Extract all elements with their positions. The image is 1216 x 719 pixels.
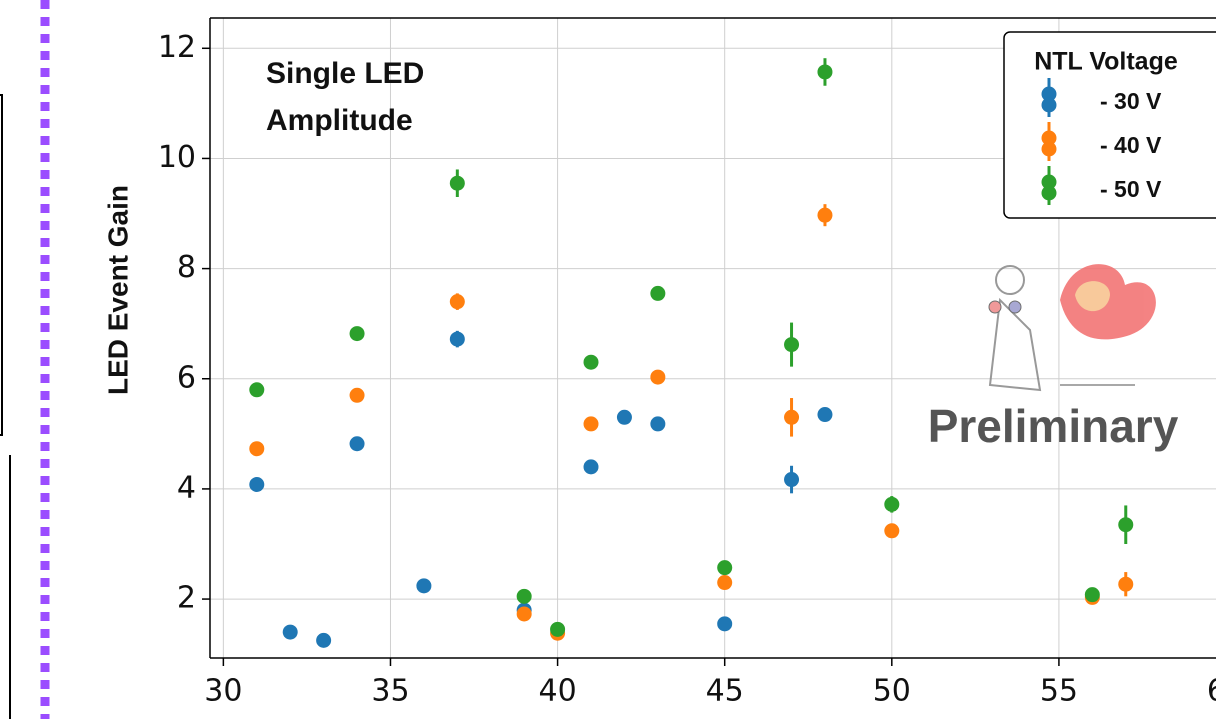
point [449,175,465,191]
point [884,523,900,539]
point [616,409,632,425]
marks [249,58,1134,648]
x-tick-label: 60 [1207,674,1216,709]
x-tick-label: 45 [706,674,744,709]
point [516,606,532,622]
y-tick-label: 2 [177,581,196,616]
point [784,472,800,488]
watermark-text: Preliminary [928,400,1179,452]
x-tick-label: 40 [538,674,576,709]
point [1118,517,1134,533]
x-tick-label: 50 [873,674,911,709]
legend-marker [1041,141,1057,157]
point [349,436,365,452]
point [449,331,465,347]
legend-title: NTL Voltage [1034,48,1178,76]
y-tick-label: 8 [177,250,196,285]
point [550,621,566,637]
legend-marker [1041,86,1057,102]
point [316,632,332,648]
x-tick-label: 30 [204,674,242,709]
point [717,575,733,591]
point [1084,587,1100,603]
side-decoration [0,0,50,719]
point [817,207,833,223]
point [282,624,298,640]
point [449,294,465,310]
point [817,407,833,423]
point [583,416,599,432]
legend-marker [1041,97,1057,113]
point [650,285,666,301]
point [583,459,599,475]
y-tick-label: 6 [177,360,196,395]
legend-label: - 30 V [1100,88,1162,114]
x-tick-label: 35 [371,674,409,709]
point [784,409,800,425]
legend-marker [1041,174,1057,190]
point [1118,576,1134,592]
point [349,326,365,342]
point [249,477,265,493]
y-axis-label: LED Event Gain [102,185,133,395]
point [884,496,900,512]
y-tick-label: 10 [158,140,196,175]
x-tick-label: 55 [1040,674,1078,709]
watermark-logo [988,264,1156,392]
legend-box [1003,31,1216,219]
legend-marker [1041,130,1057,146]
point [817,64,833,80]
point [249,441,265,457]
point [650,416,666,432]
legend-label: - 50 V [1100,176,1162,202]
legend-marker [1041,185,1057,201]
annotation: Amplitude [266,104,413,137]
point [650,369,666,385]
point [516,588,532,604]
point [349,387,365,403]
point [583,354,599,370]
legend: NTL Voltage - 30 V - 40 V - 50 V [1003,31,1216,219]
y-tick-label: 12 [158,30,196,65]
grid: 30 35 40 45 50 55 60 2 4 6 8 10 12 [158,17,1216,709]
point [784,337,800,353]
point [717,616,733,632]
point [416,578,432,594]
point [717,560,733,576]
annotation: Single LED [266,57,424,90]
legend-label: - 40 V [1100,132,1162,158]
point [249,382,265,398]
y-tick-label: 4 [177,470,196,505]
